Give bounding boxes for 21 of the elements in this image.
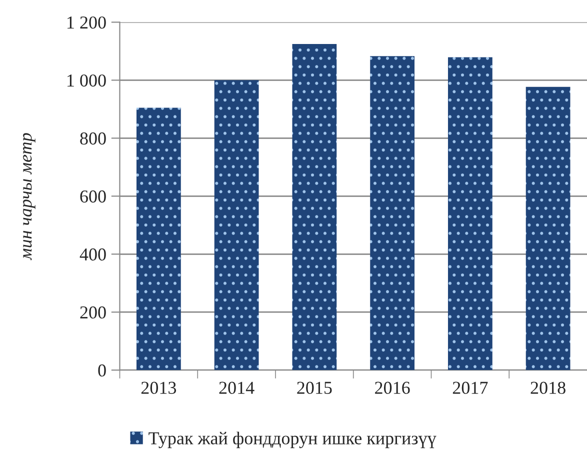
- x-tick-label: 2014: [219, 382, 254, 394]
- y-tick-label: 1 000: [68, 74, 106, 87]
- y-tick-label: 800: [80, 132, 106, 145]
- y-tick-label: 0: [98, 364, 106, 377]
- legend-label: Турак жай фонддорун ишке киргизүү: [148, 432, 436, 448]
- bar: [292, 44, 337, 370]
- x-tick-label: 2015: [297, 382, 332, 394]
- y-tick-label: 200: [80, 306, 106, 319]
- x-tick-label: 2016: [375, 382, 410, 394]
- bar: [370, 56, 415, 370]
- x-tick-label: 2013: [141, 382, 176, 394]
- y-tick-label: 600: [80, 190, 106, 203]
- y-tick-label: 400: [80, 248, 106, 261]
- y-tick-label: 1 200: [68, 16, 106, 29]
- x-tick-label: 2018: [530, 382, 566, 394]
- bar: [448, 57, 492, 370]
- bar: [136, 108, 181, 370]
- x-tick-label: 2017: [452, 382, 488, 394]
- y-axis-title: мин чарчы метр: [23, 133, 36, 260]
- bar: [526, 86, 570, 370]
- bar: [214, 80, 259, 370]
